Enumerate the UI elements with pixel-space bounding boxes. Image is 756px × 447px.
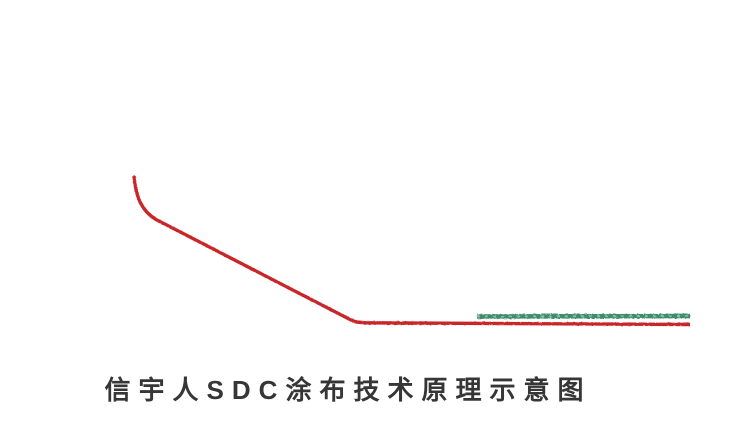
red-process-curve: [132, 175, 691, 327]
diagram-title: 信宇人SDC涂布技术原理示意图: [104, 375, 592, 405]
green-sdc-line-speckle: [476, 315, 691, 318]
